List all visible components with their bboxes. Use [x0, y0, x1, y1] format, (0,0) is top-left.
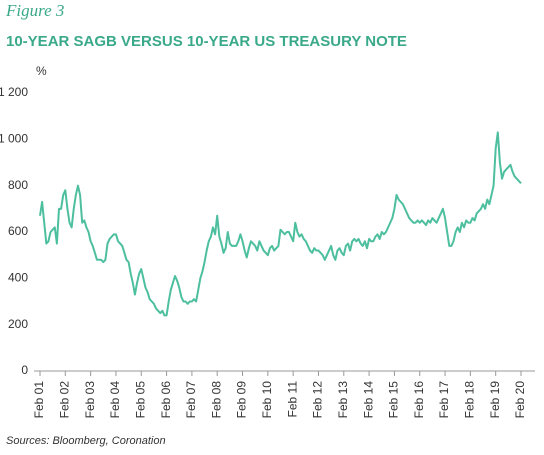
chart-title: 10-YEAR SAGB VERSUS 10-YEAR US TREASURY … — [6, 33, 407, 50]
x-tick-label: Feb 12 — [311, 381, 325, 419]
x-tick-label: Feb 15 — [387, 381, 401, 419]
x-tick-label: Feb 07 — [184, 381, 198, 419]
y-tick-label: 400 — [8, 271, 28, 285]
x-tick-label: Feb 05 — [133, 381, 147, 419]
x-tick-label: Feb 02 — [57, 381, 71, 419]
x-tick-label: Feb 03 — [83, 381, 97, 419]
y-tick-label: 0 — [21, 363, 28, 377]
x-tick-label: Feb 17 — [437, 381, 451, 419]
x-tick-label: Feb 04 — [108, 381, 122, 419]
y-axis-label: % — [36, 64, 47, 78]
x-tick-label: Feb 13 — [336, 381, 350, 419]
x-tick-label: Feb 10 — [260, 381, 274, 419]
y-tick-label: 1 000 — [0, 132, 28, 146]
x-tick-label: Feb 18 — [463, 381, 477, 419]
x-tick-label: Feb 09 — [235, 381, 249, 419]
x-tick-label: Feb 19 — [488, 381, 502, 419]
y-tick-label: 600 — [8, 224, 28, 238]
x-tick-label: Feb 14 — [361, 381, 375, 419]
x-tick-label: Feb 06 — [159, 381, 173, 419]
x-tick-label: Feb 08 — [209, 381, 223, 419]
data-line — [39, 131, 522, 317]
x-tick-label: Feb 11 — [285, 381, 299, 418]
y-tick-label: 1 200 — [0, 85, 28, 99]
y-tick-label: 200 — [8, 317, 28, 331]
x-tick-label: Feb 20 — [513, 381, 527, 419]
figure-label: Figure 3 — [5, 1, 64, 20]
y-tick-label: 800 — [8, 178, 28, 192]
source-note: Sources: Bloomberg, Coronation — [6, 435, 166, 447]
x-tick-label: Feb 01 — [32, 381, 46, 419]
x-tick-label: Feb 16 — [412, 381, 426, 419]
